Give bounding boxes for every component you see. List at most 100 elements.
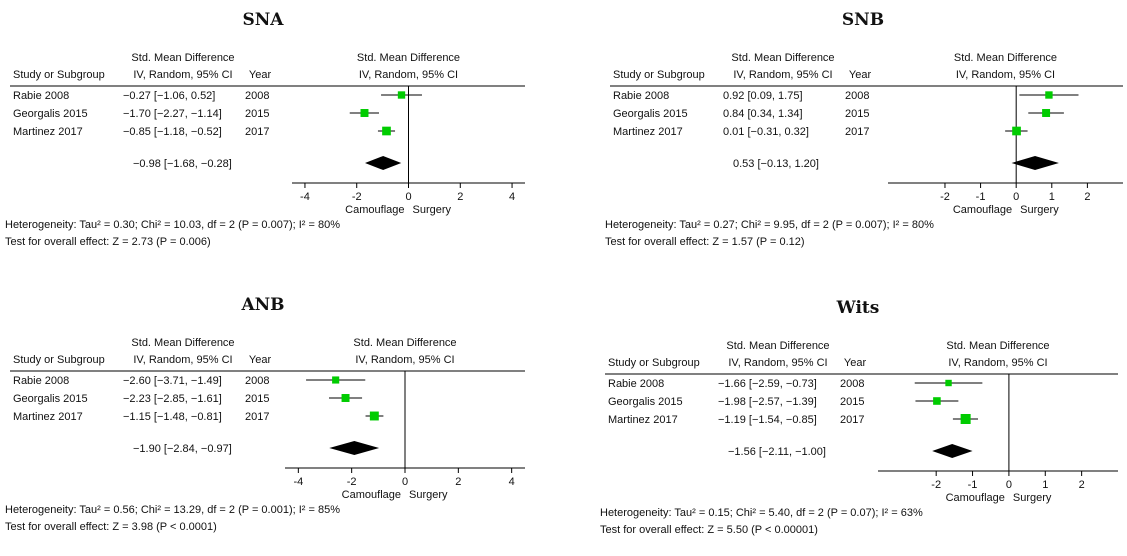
- study-name: Georgalis 2015: [13, 393, 88, 405]
- heterogeneity-text: Heterogeneity: Tau² = 0.15; Chi² = 5.40,…: [600, 507, 923, 519]
- study-ci: −1.70 [−2.27, −1.14]: [123, 108, 222, 120]
- study-year: 2008: [245, 375, 269, 387]
- x-tick-label: 2: [1084, 191, 1090, 203]
- study-header: Study or Subgroup: [608, 357, 700, 369]
- year-header: Year: [249, 354, 272, 366]
- x-tick-label: -1: [976, 191, 986, 203]
- favours-right-label: Surgery: [409, 489, 448, 501]
- study-name: Georgalis 2015: [13, 108, 88, 120]
- study-year: 2015: [245, 108, 269, 120]
- study-name: Martinez 2017: [613, 126, 683, 138]
- year-header: Year: [249, 69, 272, 81]
- x-tick-label: -2: [940, 191, 950, 203]
- plot-title: Wits: [836, 298, 880, 318]
- pooled-ci: −1.56 [−2.11, −1.00]: [728, 446, 826, 458]
- pooled-ci: −1.90 [−2.84, −0.97]: [133, 443, 232, 455]
- smd-header-right: Std. Mean Difference: [954, 52, 1057, 64]
- method-header-right: IV, Random, 95% CI: [359, 69, 458, 81]
- x-tick-label: 0: [1006, 479, 1012, 491]
- study-ci: −1.19 [−1.54, −0.85]: [718, 414, 817, 426]
- smd-header-left: Std. Mean Difference: [131, 52, 234, 64]
- study-ci: 0.84 [0.34, 1.34]: [723, 108, 803, 120]
- study-ci: −2.60 [−3.71, −1.49]: [123, 375, 222, 387]
- study-name: Martinez 2017: [608, 414, 678, 426]
- x-tick-label: 0: [405, 191, 411, 203]
- favours-left-label: Camouflage: [345, 204, 404, 216]
- study-ci: 0.92 [0.09, 1.75]: [723, 90, 803, 102]
- pooled-ci: −0.98 [−1.68, −0.28]: [133, 158, 232, 170]
- favours-right-label: Surgery: [413, 204, 452, 216]
- method-header-left: IV, Random, 95% CI: [133, 69, 232, 81]
- x-tick-label: 2: [1079, 479, 1085, 491]
- forest-plot-svg: SNA Std. Mean Difference Std. Mean Differe…: [5, 10, 525, 248]
- method-header-left: IV, Random, 95% CI: [733, 69, 832, 81]
- study-marker: [360, 109, 369, 117]
- study-marker: [945, 379, 952, 387]
- heterogeneity-text: Heterogeneity: Tau² = 0.27; Chi² = 9.95,…: [605, 219, 934, 231]
- study-year: 2015: [245, 393, 269, 405]
- x-tick-label: -1: [968, 479, 978, 491]
- pooled-diamond: [932, 444, 973, 458]
- smd-header-right: Std. Mean Difference: [353, 337, 456, 349]
- study-marker: [382, 126, 391, 136]
- forest-plot-anb: ANB Std. Mean Difference Std. Mean Differe…: [5, 285, 545, 553]
- study-year: 2008: [840, 378, 864, 390]
- method-header-right: IV, Random, 95% CI: [355, 354, 454, 366]
- x-tick-label: 0: [1013, 191, 1019, 203]
- x-tick-label: -2: [352, 191, 362, 203]
- x-tick-label: 1: [1049, 191, 1055, 203]
- smd-header-left: Std. Mean Difference: [726, 340, 829, 352]
- heterogeneity-text: Heterogeneity: Tau² = 0.30; Chi² = 10.03…: [5, 219, 340, 231]
- heterogeneity-text: Heterogeneity: Tau² = 0.56; Chi² = 13.29…: [5, 504, 340, 516]
- study-marker: [397, 91, 406, 99]
- year-header: Year: [844, 357, 867, 369]
- forest-plot-sna: SNA Std. Mean Difference Std. Mean Differe…: [5, 0, 545, 268]
- study-year: 2017: [245, 411, 269, 423]
- pooled-diamond: [329, 441, 380, 455]
- study-name: Georgalis 2015: [613, 108, 688, 120]
- favours-right-label: Surgery: [1020, 204, 1059, 216]
- plot-title: ANB: [240, 295, 284, 315]
- study-year: 2008: [245, 90, 269, 102]
- x-tick-label: -4: [300, 191, 310, 203]
- favours-left-label: Camouflage: [953, 204, 1012, 216]
- study-header: Study or Subgroup: [13, 69, 105, 81]
- x-tick-label: 0: [402, 476, 408, 488]
- x-tick-label: 1: [1042, 479, 1048, 491]
- study-marker: [1042, 109, 1051, 117]
- x-tick-label: -2: [347, 476, 357, 488]
- study-marker: [1045, 91, 1053, 99]
- study-name: Georgalis 2015: [608, 396, 683, 408]
- study-year: 2015: [840, 396, 864, 408]
- study-marker: [341, 394, 350, 402]
- study-marker: [369, 411, 379, 421]
- method-header-left: IV, Random, 95% CI: [133, 354, 232, 366]
- method-header-left: IV, Random, 95% CI: [728, 357, 827, 369]
- pooled-diamond: [1011, 156, 1059, 170]
- x-tick-label: -4: [293, 476, 303, 488]
- pooled-diamond: [365, 156, 402, 170]
- study-header: Study or Subgroup: [13, 354, 105, 366]
- plot-title: SNA: [242, 10, 284, 30]
- study-year: 2015: [845, 108, 869, 120]
- forest-plot-wits: Wits Std. Mean Difference Std. Mean Differ…: [600, 288, 1127, 556]
- study-name: Rabie 2008: [613, 90, 669, 102]
- study-year: 2017: [845, 126, 869, 138]
- study-marker: [960, 414, 971, 424]
- smd-header-left: Std. Mean Difference: [131, 337, 234, 349]
- smd-header-left: Std. Mean Difference: [731, 52, 834, 64]
- plot-title: SNB: [842, 10, 884, 30]
- study-ci: −1.15 [−1.48, −0.81]: [123, 411, 222, 423]
- forest-plot-snb: SNB Std. Mean Difference Std. Mean Differe…: [605, 0, 1127, 268]
- overall-effect-text: Test for overall effect: Z = 1.57 (P = 0…: [605, 236, 805, 248]
- study-year: 2017: [840, 414, 864, 426]
- smd-header-right: Std. Mean Difference: [946, 340, 1049, 352]
- study-name: Rabie 2008: [13, 90, 69, 102]
- study-year: 2008: [845, 90, 869, 102]
- overall-effect-text: Test for overall effect: Z = 5.50 (P < 0…: [600, 524, 818, 536]
- study-marker: [933, 397, 941, 405]
- overall-effect-text: Test for overall effect: Z = 2.73 (P = 0…: [5, 236, 211, 248]
- study-ci: −2.23 [−2.85, −1.61]: [123, 393, 222, 405]
- study-ci: −1.66 [−2.59, −0.73]: [718, 378, 817, 390]
- x-tick-label: 2: [457, 191, 463, 203]
